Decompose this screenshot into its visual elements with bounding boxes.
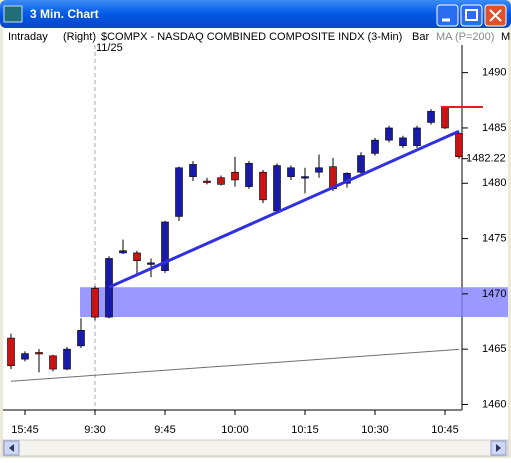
candle-body [399,137,407,146]
header-ma: MA (P=200) [436,31,494,43]
candle-body [301,176,309,179]
y-tick-label: 1460 [482,398,506,410]
candle-body [35,352,43,355]
candle-body [441,106,449,129]
candle-body [287,167,295,177]
x-tick-label: 10:15 [291,424,319,436]
last-price-label: 1482.22 [466,153,506,165]
candle-body [357,155,365,173]
candle-body [427,111,435,123]
candle-body [385,127,393,141]
y-tick-label: 1470 [482,288,506,300]
candle-body [413,127,421,146]
candle-body [217,177,225,185]
y-tick-label: 1490 [482,67,506,79]
candle-body [161,221,169,271]
chart-area [3,28,508,440]
candle-body [133,252,141,261]
title-bar [0,0,511,28]
candle-body [77,330,85,347]
candle-body [49,355,57,370]
header-more: M [501,31,510,43]
scroll-right-icon [496,444,501,452]
candle-body [245,163,253,187]
candle-body [455,133,463,158]
header-axis: (Right) [63,31,96,43]
scrollbar[interactable] [2,439,509,457]
moving-average [10,348,460,382]
x-tick-label: 9:45 [154,424,175,436]
minimize-button[interactable] [436,4,459,27]
candle-body [119,250,127,254]
x-tick-label: 9:30 [84,424,105,436]
candle-body [175,167,183,217]
candle-body [273,165,281,212]
x-tick-label: 15:45 [11,424,39,436]
date-label: 11/25 [96,42,123,54]
candle-body [189,164,197,177]
candle-body [21,353,29,360]
header-interval: Intraday [8,31,48,43]
close-icon [489,9,502,22]
candle-body [259,171,267,201]
window-title: 3 Min. Chart [30,7,99,21]
candle-body [231,171,239,181]
y-tick-label: 1465 [482,343,506,355]
candle-body [371,139,379,154]
x-tick-label: 10:00 [221,424,249,436]
candle-body [203,180,211,183]
candle-body [7,337,15,367]
trendline [108,129,460,289]
x-tick-label: 10:30 [361,424,389,436]
support-zone [80,287,508,318]
candle-body [315,167,323,173]
candle-body [63,348,71,370]
app-icon [3,5,23,23]
y-tick-label: 1480 [482,177,506,189]
scroll-left-icon [9,444,14,452]
candle-body [105,258,113,318]
header-style: Bar [412,31,429,43]
y-tick-label: 1485 [482,122,506,134]
x-tick-label: 10:45 [431,424,459,436]
maximize-button[interactable] [460,4,483,27]
candle-body [91,288,99,318]
y-tick-label: 1475 [482,232,506,244]
header-symbol: $COMPX - NASDAQ COMBINED COMPOSITE INDX … [101,31,402,43]
candle-body [147,262,155,265]
maximize-icon [465,9,478,21]
